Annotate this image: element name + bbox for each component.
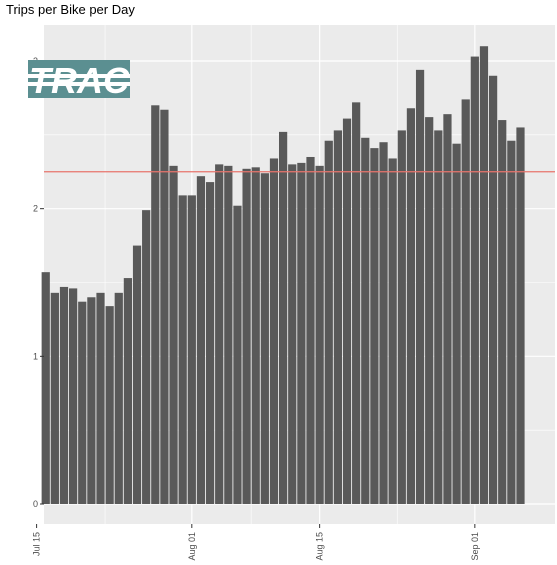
bar: [443, 114, 452, 504]
bar: [333, 130, 342, 505]
bar: [41, 272, 50, 504]
bar: [370, 148, 379, 504]
bar: [406, 108, 416, 505]
bar: [388, 158, 397, 504]
logo-stripe: [28, 82, 130, 86]
bar: [315, 165, 324, 505]
bar: [297, 162, 306, 504]
bar: [516, 127, 525, 504]
bar: [242, 168, 251, 504]
bar: [59, 286, 69, 504]
bar: [379, 142, 388, 504]
y-tick-label: 0: [33, 499, 38, 509]
bar: [114, 292, 123, 504]
bar: [224, 165, 233, 505]
x-tick-label: Jul 15: [32, 532, 42, 556]
bar: [132, 245, 142, 505]
x-tick-label: Aug 01: [187, 532, 197, 561]
bar: [196, 176, 206, 504]
bar: [425, 117, 434, 504]
bar: [142, 210, 151, 505]
bar: [123, 278, 133, 504]
bar: [452, 143, 461, 504]
x-tick-label: Sep 01: [470, 532, 480, 561]
bar: [160, 109, 169, 504]
bar: [50, 292, 59, 504]
bar: [151, 105, 160, 505]
logo-background: [28, 60, 130, 98]
bar: [342, 118, 352, 504]
bar: [87, 297, 96, 504]
bar: [479, 46, 489, 504]
bar: [78, 301, 87, 504]
bar: [279, 131, 288, 504]
bar: [498, 120, 507, 505]
bar: [215, 164, 224, 504]
bars: [41, 46, 525, 505]
y-tick-label: 1: [33, 351, 38, 361]
trac-logo: TRAC: [28, 60, 130, 101]
bar: [352, 102, 361, 504]
bar: [488, 75, 498, 505]
bar: [260, 173, 269, 504]
bar: [251, 167, 260, 504]
x-tick-label: Aug 15: [315, 532, 325, 561]
bar: [288, 164, 297, 504]
bar: [361, 137, 370, 504]
chart-title: Trips per Bike per Day: [6, 2, 135, 17]
bar: [306, 156, 315, 504]
logo-text: TRAC: [29, 60, 130, 101]
bar: [178, 195, 187, 505]
y-tick-label: 2: [33, 204, 38, 214]
logo-stripe: [28, 74, 130, 78]
bar: [415, 69, 425, 505]
bar: [96, 292, 105, 504]
bar: [397, 130, 406, 505]
bar: [169, 165, 178, 505]
bar: [187, 195, 196, 505]
bar: [105, 306, 114, 504]
bar: [324, 140, 333, 505]
bar: [461, 99, 470, 504]
bar: [205, 182, 215, 504]
bar: [233, 205, 242, 505]
bar: [507, 140, 516, 505]
bar: [434, 130, 443, 505]
x-axis: Jul 15 Aug 01 Aug 15 Sep 01: [32, 524, 480, 561]
bar: [269, 158, 279, 504]
bar: [470, 56, 479, 504]
bar: [69, 288, 78, 504]
